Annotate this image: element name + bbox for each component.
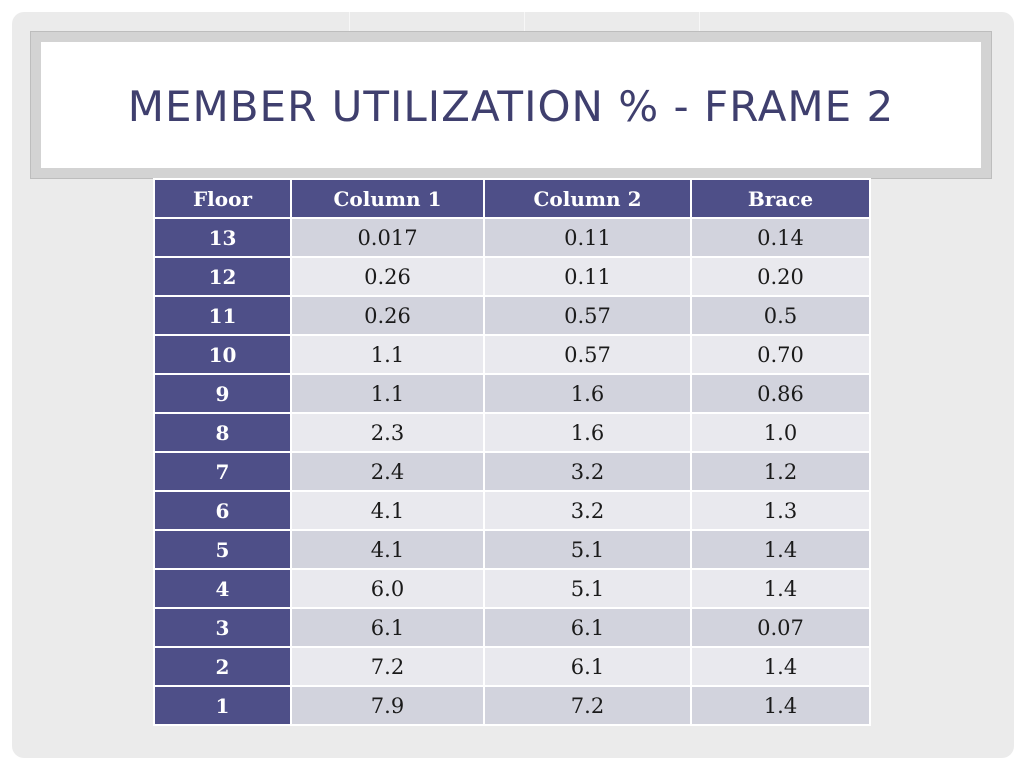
column-1-cell: 0.26 (290, 295, 485, 336)
brace-cell: 1.4 (690, 646, 871, 687)
column-2-cell: 7.2 (483, 685, 692, 726)
header-column-2: Column 2 (483, 178, 692, 219)
column-1-cell: 7.2 (290, 646, 485, 687)
table-row: 2 7.2 6.1 1.4 (153, 646, 871, 687)
utilization-table: Floor Column 1 Column 2 Brace 13 0.017 0.1… (153, 178, 871, 726)
header-brace: Brace (690, 178, 871, 219)
column-2-cell: 0.57 (483, 334, 692, 375)
floor-cell: 4 (153, 568, 292, 609)
column-1-cell: 1.1 (290, 373, 485, 414)
table-row: 10 1.1 0.57 0.70 (153, 334, 871, 375)
table-row: 7 2.4 3.2 1.2 (153, 451, 871, 492)
title-frame: MEMBER UTILIZATION % - FRAME 2 (30, 31, 992, 179)
column-1-cell: 4.1 (290, 529, 485, 570)
slide: MEMBER UTILIZATION % - FRAME 2 Floor Col… (12, 12, 1014, 758)
column-2-cell: 3.2 (483, 451, 692, 492)
column-1-cell: 0.26 (290, 256, 485, 297)
brace-cell: 0.86 (690, 373, 871, 414)
slide-title: MEMBER UTILIZATION % - FRAME 2 (127, 81, 895, 131)
title-box: MEMBER UTILIZATION % - FRAME 2 (41, 42, 981, 168)
brace-cell: 1.2 (690, 451, 871, 492)
table-row: 5 4.1 5.1 1.4 (153, 529, 871, 570)
column-1-cell: 0.017 (290, 217, 485, 258)
table-row: 11 0.26 0.57 0.5 (153, 295, 871, 336)
column-2-cell: 5.1 (483, 529, 692, 570)
table-row: 4 6.0 5.1 1.4 (153, 568, 871, 609)
floor-cell: 6 (153, 490, 292, 531)
column-1-cell: 1.1 (290, 334, 485, 375)
brace-cell: 1.0 (690, 412, 871, 453)
table-row: 13 0.017 0.11 0.14 (153, 217, 871, 258)
floor-cell: 2 (153, 646, 292, 687)
column-1-cell: 6.1 (290, 607, 485, 648)
brace-cell: 0.14 (690, 217, 871, 258)
column-1-cell: 4.1 (290, 490, 485, 531)
brace-cell: 0.20 (690, 256, 871, 297)
floor-cell: 3 (153, 607, 292, 648)
column-2-cell: 1.6 (483, 412, 692, 453)
column-2-cell: 3.2 (483, 490, 692, 531)
table-row: 1 7.9 7.2 1.4 (153, 685, 871, 726)
column-2-cell: 0.11 (483, 217, 692, 258)
floor-cell: 8 (153, 412, 292, 453)
floor-cell: 10 (153, 334, 292, 375)
floor-cell: 7 (153, 451, 292, 492)
table-body: 13 0.017 0.11 0.14 12 0.26 0.11 0.20 11 0.26 0.57 0… (153, 217, 871, 726)
brace-cell: 0.70 (690, 334, 871, 375)
header-floor: Floor (153, 178, 292, 219)
table-row: 12 0.26 0.11 0.20 (153, 256, 871, 297)
table-row: 9 1.1 1.6 0.86 (153, 373, 871, 414)
table-header-row: Floor Column 1 Column 2 Brace (153, 178, 871, 219)
column-2-cell: 0.11 (483, 256, 692, 297)
background-stripe (699, 12, 700, 32)
column-2-cell: 0.57 (483, 295, 692, 336)
brace-cell: 1.4 (690, 529, 871, 570)
column-1-cell: 6.0 (290, 568, 485, 609)
column-2-cell: 5.1 (483, 568, 692, 609)
brace-cell: 0.07 (690, 607, 871, 648)
floor-cell: 13 (153, 217, 292, 258)
brace-cell: 1.4 (690, 568, 871, 609)
brace-cell: 1.4 (690, 685, 871, 726)
column-2-cell: 6.1 (483, 646, 692, 687)
floor-cell: 9 (153, 373, 292, 414)
floor-cell: 1 (153, 685, 292, 726)
table-row: 6 4.1 3.2 1.3 (153, 490, 871, 531)
brace-cell: 1.3 (690, 490, 871, 531)
background-stripe (349, 12, 350, 32)
column-2-cell: 6.1 (483, 607, 692, 648)
brace-cell: 0.5 (690, 295, 871, 336)
column-1-cell: 2.3 (290, 412, 485, 453)
table-row: 3 6.1 6.1 0.07 (153, 607, 871, 648)
column-1-cell: 7.9 (290, 685, 485, 726)
floor-cell: 5 (153, 529, 292, 570)
header-column-1: Column 1 (290, 178, 485, 219)
column-2-cell: 1.6 (483, 373, 692, 414)
floor-cell: 11 (153, 295, 292, 336)
floor-cell: 12 (153, 256, 292, 297)
table-row: 8 2.3 1.6 1.0 (153, 412, 871, 453)
column-1-cell: 2.4 (290, 451, 485, 492)
background-stripe (524, 12, 525, 32)
